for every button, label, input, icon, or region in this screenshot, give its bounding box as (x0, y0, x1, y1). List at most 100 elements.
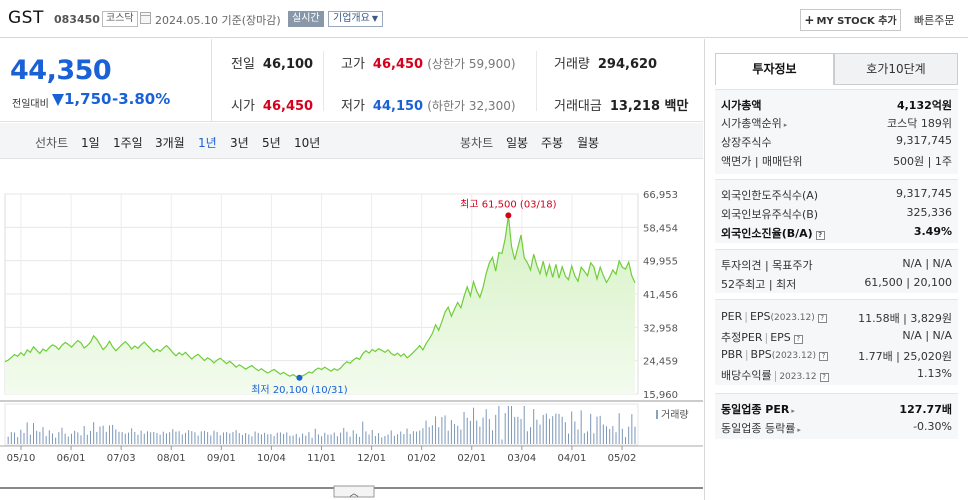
x-tick-label: 09/01 (207, 453, 236, 464)
foreign-limit-label: 외국인한도주식수(A) (721, 189, 819, 202)
opinion-block: 투자의견 | 목표주가 N/A | N/A 52주최고 | 최저 61,500 … (715, 249, 958, 293)
low-stat: 저가 44,150 (하한가 32,300) (341, 95, 516, 114)
y-tick-label: 32,958 (643, 323, 678, 334)
divider (536, 51, 537, 111)
amount-label: 거래대금 (554, 99, 602, 114)
y-tick-label: 49,955 (643, 257, 678, 268)
quick-order-link[interactable]: 빠른주문 (914, 14, 955, 27)
est-per-row: 추정PER | EPS? N/A | N/A (721, 327, 952, 345)
foreign-limit-row: 외국인한도주식수(A) 9,317,745 (721, 185, 952, 203)
foreign-block: 외국인한도주식수(A) 9,317,745 외국인보유주식수(B) 325,33… (715, 179, 958, 243)
foreign-holding-row: 외국인보유주식수(B) 325,336 (721, 204, 952, 222)
par-value-value: 500원 | 1주 (893, 155, 952, 168)
est-per-label: 추정PER | EPS? (721, 329, 803, 345)
help-icon[interactable]: ? (793, 335, 803, 344)
period-10y[interactable]: 10년 (294, 136, 321, 150)
industry-change-label: 동일업종 등락률 ▸ (721, 420, 801, 436)
candle-monthly[interactable]: 월봉 (577, 136, 600, 150)
caret-right-icon: ▸ (797, 426, 801, 434)
amount-value: 13,218 백만 (609, 99, 689, 114)
price-chart[interactable]: 66,953 58,454 49,955 41,456 32,958 24,459 15,9… (0, 160, 703, 500)
prev-close-stat: 전일 46,100 (231, 53, 313, 72)
industry-per-text: 동일업종 PER (721, 403, 790, 416)
market-cap-row: 시가총액 4,132억원 (721, 95, 952, 113)
market-cap-label: 시가총액 (721, 99, 762, 112)
foreign-holding-label: 외국인보유주식수(B) (721, 208, 819, 221)
tab-underline-gap (716, 84, 833, 85)
help-icon[interactable]: ? (817, 314, 827, 323)
dividend-value: 1.13% (917, 367, 952, 380)
low-value: 44,150 (372, 99, 424, 114)
open-label: 시가 (231, 99, 255, 114)
upper-limit: (상한가 59,900) (427, 57, 516, 71)
x-tick-label: 05/02 (608, 453, 637, 464)
low-label: 저가 (341, 99, 365, 114)
tab-investment-info[interactable]: 투자정보 (715, 53, 834, 85)
volume-legend: 거래량 (661, 409, 689, 421)
foreign-ratio-text: 외국인소진율(B/A) (721, 227, 813, 240)
min-label: 최저 20,100 (10/31) (251, 384, 347, 396)
week52-label: 52주최고 | 최저 (721, 278, 797, 291)
period-1d[interactable]: 1일 (81, 136, 100, 150)
candle-weekly[interactable]: 주봉 (541, 136, 564, 150)
volume-value: 294,620 (597, 57, 658, 72)
dividend-text: 배당수익률 (721, 369, 772, 382)
foreign-ratio-label: 외국인소진율(B/A)? (721, 225, 825, 241)
as-of-date: 2024.05.10 기준(장마감) (155, 14, 281, 27)
industry-block: 동일업종 PER ▸ 127.77배 동일업종 등락률 ▸ -0.30% (715, 393, 958, 439)
current-price: 44,350 (10, 55, 112, 86)
industry-change-row[interactable]: 동일업종 등락률 ▸ -0.30% (721, 418, 952, 436)
par-value-row: 액면가 | 매매단위 500원 | 1주 (721, 151, 952, 169)
add-mystock-button[interactable]: + MY STOCK 추가 (800, 9, 901, 31)
company-info-dropdown[interactable]: 기업개요 ▼ (328, 11, 383, 27)
y-tick-label: 24,459 (643, 357, 678, 368)
foreign-ratio-row: 외국인소진율(B/A)? 3.49% (721, 223, 952, 241)
industry-change-text: 동일업종 등락률 (721, 422, 796, 435)
chevron-up-icon: ︿ (349, 489, 358, 499)
prev-close-label: 전일 (231, 57, 255, 72)
period-3m[interactable]: 3개월 (155, 136, 185, 150)
company-info-label: 기업개요 (333, 13, 370, 24)
diff-label: 전일대비 (12, 99, 49, 110)
y-tick-label: 15,960 (643, 390, 678, 401)
high-value: 46,450 (372, 57, 424, 72)
x-tick-label: 08/01 (157, 453, 186, 464)
period-1w[interactable]: 1주일 (113, 136, 143, 150)
line-chart-label: 선차트 (35, 136, 69, 150)
open-stat: 시가 46,450 (231, 95, 313, 114)
help-icon[interactable]: ? (819, 373, 829, 382)
candle-daily[interactable]: 일봉 (506, 136, 529, 150)
eps-text: EPS (749, 310, 771, 323)
stock-name: GST (8, 8, 44, 28)
x-tick-label: 06/01 (57, 453, 86, 464)
period-3y[interactable]: 3년 (230, 136, 249, 150)
x-tick-label: 05/10 (7, 453, 36, 464)
help-icon[interactable]: ? (818, 352, 828, 361)
price-summary: 44,350 전일대비 1,750 -3.80% 전일 46,100 시가 46,4… (0, 39, 703, 122)
period-5y[interactable]: 5년 (262, 136, 281, 150)
plus-icon: + (804, 13, 815, 27)
x-tick-label: 07/03 (107, 453, 136, 464)
price-chart-svg: 66,953 58,454 49,955 41,456 32,958 24,459 15,9… (0, 190, 703, 499)
candle-chart-label: 봉차트 (460, 136, 494, 150)
market-cap-rank-row[interactable]: 시가총액순위 ▸ 코스닥 189위 (721, 113, 952, 131)
per-row: PER | EPS(2023.12)? 11.58배 | 3,829원 (721, 308, 952, 326)
opinion-label: 투자의견 | 목표주가 (721, 259, 813, 272)
valuation-block: PER | EPS(2023.12)? 11.58배 | 3,829원 추정PER |… (715, 299, 958, 385)
x-tick-label: 01/02 (407, 453, 436, 464)
realtime-button[interactable]: 실시간 (288, 11, 324, 27)
volume-legend-swatch (656, 410, 658, 419)
pbr-value: 1.77배 | 25,020원 (858, 350, 952, 363)
x-tick-label: 04/01 (558, 453, 587, 464)
collapse-chart-button[interactable] (333, 485, 375, 498)
help-icon[interactable]: ? (815, 231, 825, 240)
stock-header: GST 083450 코스닥 2024.05.10 기준(장마감) 실시간 기업… (0, 0, 968, 38)
divider (323, 51, 324, 111)
listed-shares-row: 상장주식수 9,317,745 (721, 132, 952, 150)
amount-stat: 거래대금 13,218 백만 (554, 95, 688, 114)
period-1y[interactable]: 1년 (198, 136, 217, 150)
industry-per-row[interactable]: 동일업종 PER ▸ 127.77배 (721, 399, 952, 417)
add-mystock-label: MY STOCK 추가 (816, 16, 897, 27)
market-cap-value: 4,132억원 (896, 99, 952, 112)
tab-orderbook[interactable]: 호가10단계 (834, 53, 958, 85)
